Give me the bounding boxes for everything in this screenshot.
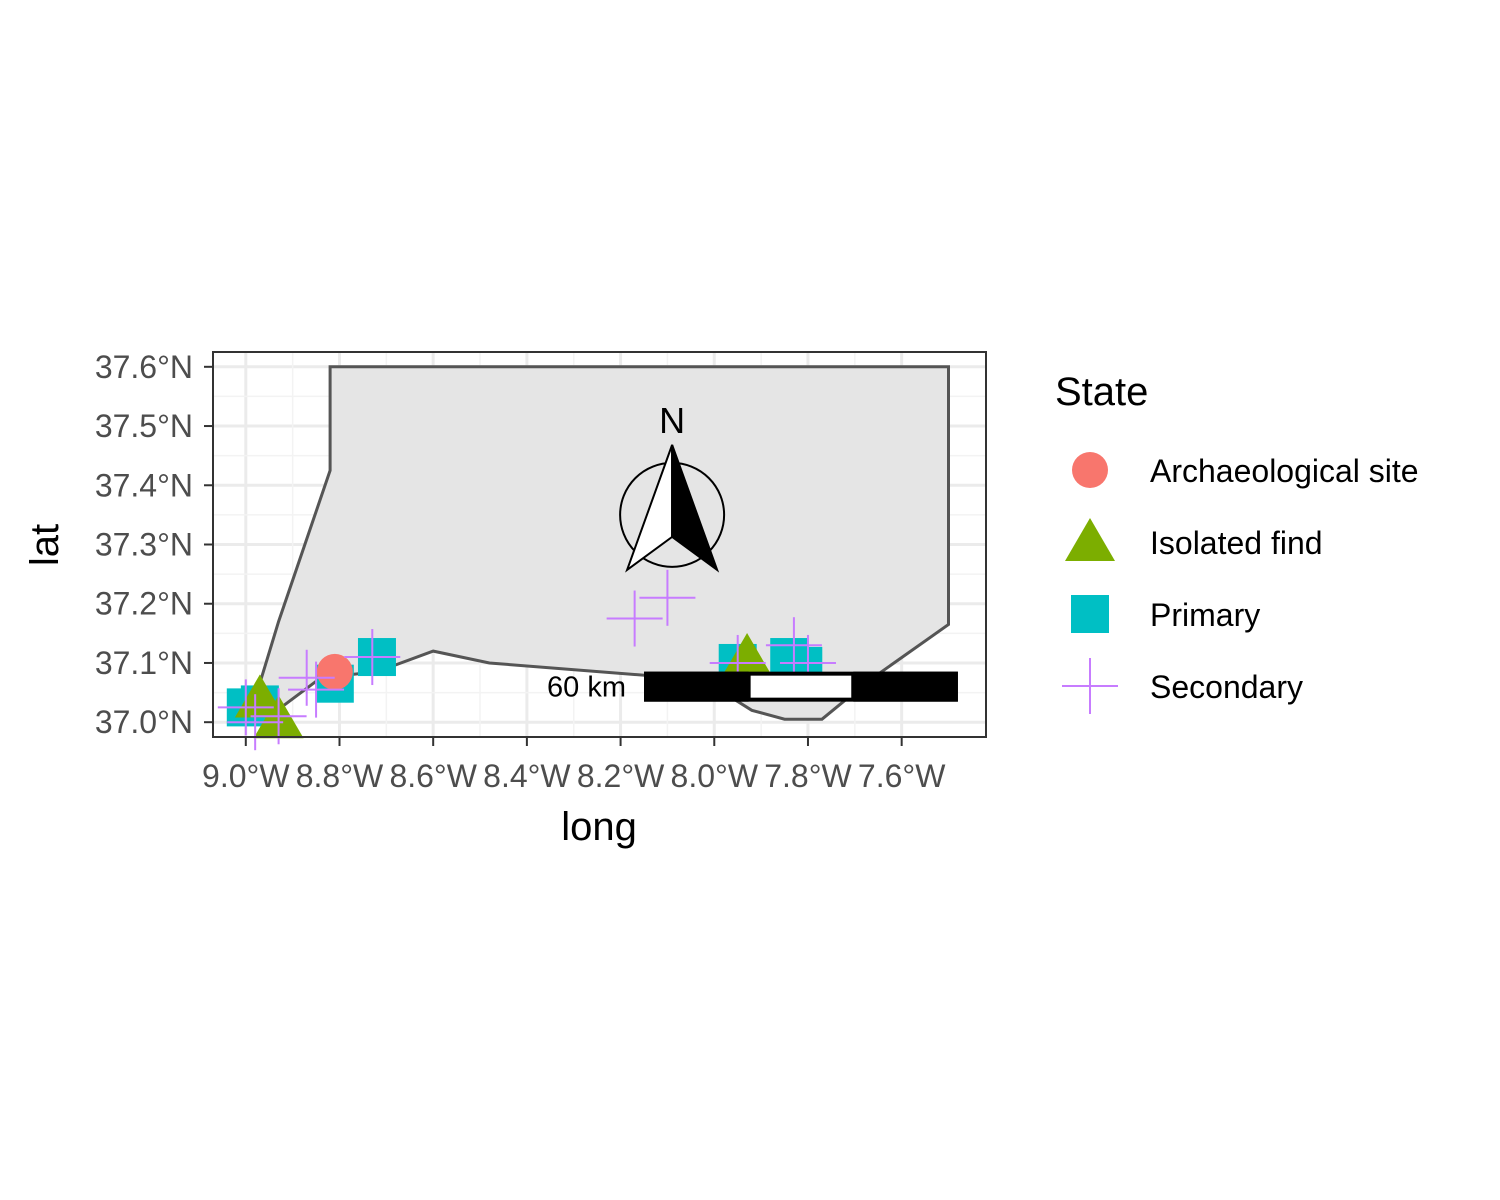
legend-label-secondary: Secondary [1150, 669, 1303, 705]
point-secondary [606, 590, 663, 647]
y-axis-title: lat [23, 524, 67, 566]
x-tick-label: 7.6°W [858, 758, 946, 794]
north-arrow-right [671, 444, 720, 573]
x-tick-label: 9.0°W [202, 758, 290, 794]
scale-bar-segment [644, 671, 749, 702]
point-secondary [288, 661, 345, 718]
x-axis: 9.0°W 8.8°W 8.6°W 8.4°W 8.2°W 8.0°W 7.8°W 7.6°W [202, 737, 946, 794]
y-axis: 37.0°N 37.1°N 37.2°N 37.3°N 37.4°N 37.5°N 37.6… [95, 349, 213, 740]
x-tick-label: 8.8°W [296, 758, 384, 794]
legend-label-primary: Primary [1150, 597, 1260, 633]
x-tick-label: 7.8°W [764, 758, 852, 794]
scale-bar-segment [853, 671, 958, 702]
legend-key-isolated-find [1065, 518, 1115, 561]
legend-label-isolated-find: Isolated find [1150, 525, 1323, 561]
legend-key-primary [1071, 595, 1109, 633]
y-tick-label: 37.5°N [95, 408, 193, 444]
scale-bar: 60 km [547, 671, 958, 704]
north-arrow-label: N [659, 400, 685, 441]
scale-bar-label: 60 km [547, 672, 626, 704]
y-tick-label: 37.0°N [95, 704, 193, 740]
x-tick-label: 8.2°W [577, 758, 665, 794]
y-tick-label: 37.1°N [95, 645, 193, 681]
x-tick-label: 8.4°W [483, 758, 571, 794]
point-secondary [278, 649, 335, 706]
point-secondary [217, 679, 274, 736]
point-archaeological-site [316, 653, 353, 690]
point-secondary [639, 569, 696, 626]
x-tick-label: 8.6°W [389, 758, 477, 794]
y-tick-label: 37.2°N [95, 586, 193, 622]
legend-key-secondary [1062, 658, 1118, 714]
point-secondary [344, 629, 401, 686]
point-secondary [227, 694, 284, 751]
y-tick-label: 37.3°N [95, 527, 193, 563]
scale-bar-segment [750, 675, 852, 698]
legend-title: State [1055, 370, 1148, 414]
y-tick-label: 37.6°N [95, 349, 193, 385]
y-tick-label: 37.4°N [95, 467, 193, 503]
north-arrow: N [619, 400, 726, 573]
legend-label-archaeological-site: Archaeological site [1150, 453, 1419, 489]
point-secondary [250, 688, 307, 745]
legend-key-archaeological-site [1072, 452, 1108, 488]
data-points [217, 569, 836, 751]
x-axis-title: long [561, 805, 637, 849]
x-tick-label: 8.0°W [671, 758, 759, 794]
legend: State Archaeological site Isolated find Pr… [1055, 370, 1419, 714]
point-isolated-find [722, 633, 773, 677]
